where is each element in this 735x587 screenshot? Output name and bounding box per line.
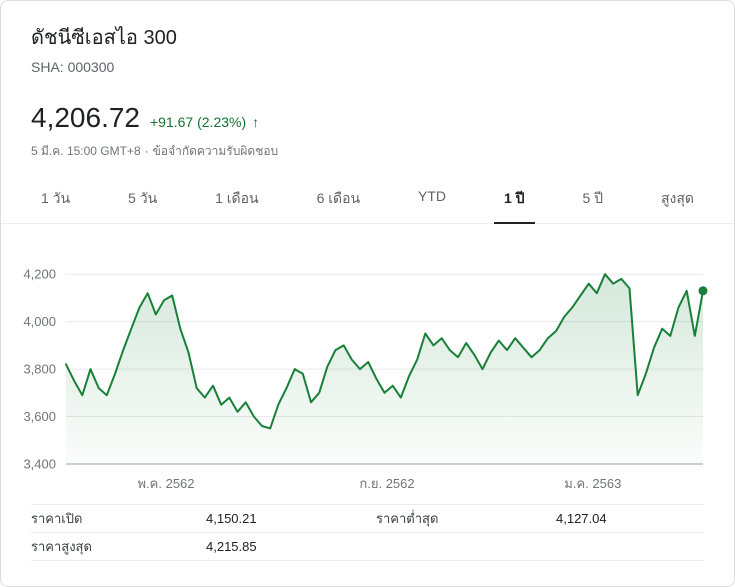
stock-title: ดัชนีซีเอสไอ 300: [31, 27, 177, 49]
stat-value-open: 4,150.21: [206, 511, 257, 526]
current-price: 4,206.72: [31, 102, 140, 133]
up-arrow-icon: ↑: [252, 114, 260, 130]
y-axis-label: 3,600: [23, 409, 56, 424]
x-axis-label: ม.ค. 2563: [564, 476, 621, 491]
tab-1-year[interactable]: 1 ปี: [493, 175, 535, 224]
tab-1-month[interactable]: 1 เดือน: [215, 190, 259, 206]
y-axis-label: 3,800: [23, 362, 56, 377]
quote-header: ดัชนีซีเอสไอ 300 SHA: 000300 4,206.72 +9…: [1, 1, 734, 159]
tab-5-day[interactable]: 5 วัน: [128, 190, 158, 206]
last-price-dot: [698, 286, 708, 296]
y-axis-label: 4,200: [23, 267, 56, 282]
disclaimer-link[interactable]: ข้อจำกัดความรับผิดชอบ: [152, 144, 279, 158]
y-axis-label: 4,000: [23, 314, 56, 329]
range-tabs: 1 วัน 5 วัน 1 เดือน 6 เดือน YTD 1 ปี 5 ป…: [1, 175, 734, 224]
price-chart-svg[interactable]: 4,200 4,000 3,800 3,600 3,400 พ.ค. 2562 ก.ย. 2…: [1, 252, 734, 500]
stat-label-open: ราคาเปิด: [31, 511, 83, 526]
stats-row: ราคาเปิด 4,150.21 ราคาต่ำสุด 4,127.04: [31, 504, 704, 532]
tab-1-day[interactable]: 1 วัน: [41, 190, 71, 206]
x-axis-label: ก.ย. 2562: [359, 476, 414, 491]
x-axis-label: พ.ค. 2562: [137, 476, 194, 491]
price-change: +91.67 (2.23%): [150, 114, 247, 130]
quote-timestamp: 5 มี.ค. 15:00 GMT+8: [31, 144, 141, 158]
stat-value-low: 4,127.04: [556, 511, 607, 526]
tab-6-month[interactable]: 6 เดือน: [316, 190, 361, 206]
price-row: 4,206.72 +91.67 (2.23%) ↑: [31, 101, 704, 135]
tab-ytd[interactable]: YTD: [418, 188, 447, 204]
stat-label-low: ราคาต่ำสุด: [376, 511, 439, 526]
meta-separator: ·: [144, 144, 149, 158]
stock-symbol: SHA: 000300: [31, 59, 115, 75]
stat-value-high: 4,215.85: [206, 539, 257, 554]
tab-5-year[interactable]: 5 ปี: [582, 190, 604, 206]
tab-max[interactable]: สูงสุด: [660, 190, 694, 206]
quote-meta: 5 มี.ค. 15:00 GMT+8 · ข้อจำกัดความรับผิดชอ…: [31, 143, 704, 159]
stats-row: ราคาสูงสุด 4,215.85: [31, 532, 704, 561]
price-line: [65, 273, 704, 430]
stat-label-high: ราคาสูงสุด: [31, 539, 92, 554]
price-area: [66, 274, 703, 464]
price-chart[interactable]: 4,200 4,000 3,800 3,600 3,400 พ.ค. 2562 ก.ย. 2…: [1, 252, 734, 500]
stats-table: ราคาเปิด 4,150.21 ราคาต่ำสุด 4,127.04 รา…: [31, 504, 704, 561]
y-axis-label: 3,400: [23, 457, 56, 472]
